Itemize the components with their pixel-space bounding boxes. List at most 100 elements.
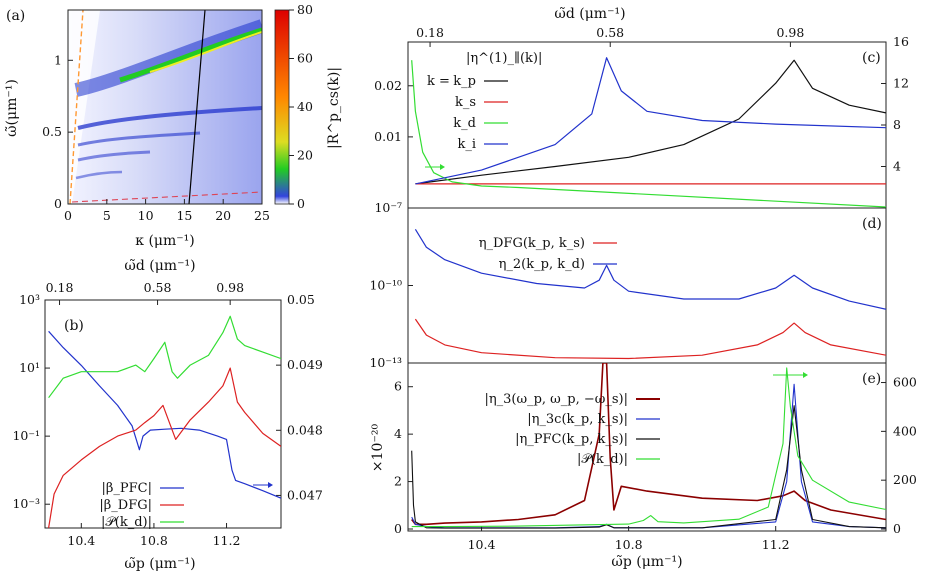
- heatmap-branch-2: [77, 106, 262, 130]
- panel-c-series-0: [415, 59, 886, 185]
- panel-c-legend-3-label: k_i: [457, 137, 476, 152]
- panel-b-series-1: [48, 367, 281, 528]
- panel-e-legend-3-label: |𝒫(k_d)|: [577, 452, 628, 467]
- panel-a-frame: [67, 9, 263, 205]
- panel-a-xtick-label: 5: [103, 208, 111, 223]
- panel-e-axes: 10.4 10.8 11.2 0 2 4 6 0 200 400 600: [394, 375, 917, 552]
- panel-b-top-xlabel: ω̃d (μm⁻¹): [124, 258, 195, 274]
- panel-b-ytick-right-label: 0.047: [287, 487, 323, 502]
- panel-a-xtick-label: 10: [138, 208, 154, 223]
- panel-e-frame: [407, 362, 887, 532]
- panel-b-ytick-right-label: 0.05: [287, 292, 315, 307]
- panel-c-ytick-right-label: 16: [893, 34, 909, 49]
- heatmap-branch-4: [77, 150, 151, 162]
- panel-c-legend-1-label: k_s: [455, 95, 476, 110]
- panel-c-top-xtick-label: 0.18: [416, 25, 444, 40]
- panel-b-series: [48, 315, 281, 528]
- heatmap-branch-upper-green: [119, 27, 262, 83]
- panel-c-ytick-left-label: 10⁻⁷: [374, 200, 402, 215]
- panel-b-legend-0-label: |β_PFC|: [102, 481, 153, 496]
- panel-b-legend-2-label: |𝒫(k_d)|: [101, 515, 152, 530]
- panel-c-series-2: [411, 60, 886, 208]
- panel-d-frame: [407, 207, 887, 364]
- panel-b-xlabel: ω̃p (μm⁻¹): [124, 556, 195, 572]
- panel-c-legend-2-label: k_d: [453, 116, 476, 131]
- panel-e: 10.4 10.8 11.2 0 2 4 6 0 200 400 600 (e) ×10⁻²⁰ ω̃…: [370, 362, 917, 570]
- panel-e-xtick-label: 11.2: [762, 537, 790, 552]
- panel-b-top-xtick-label: 0.18: [46, 280, 74, 295]
- colorbar-tick-label: 0: [297, 196, 305, 211]
- panel-b-top-xtick-label: 0.58: [144, 280, 172, 295]
- panel-e-ytick-left-label: 0: [394, 521, 402, 536]
- panel-b-xtick-label: 11.2: [213, 533, 241, 548]
- panel-e-legend-1-label: |η_3c(k_p, k_s)|: [527, 412, 628, 427]
- panel-b-ytick-left-label: 10³: [19, 292, 40, 307]
- panel-d-series-0: [414, 318, 886, 360]
- panel-e-ylabel: ×10⁻²⁰: [370, 424, 386, 473]
- panel-a-ytick-label: 1: [54, 52, 62, 67]
- panel-b-xtick-label: 10.4: [67, 533, 95, 548]
- panel-e-ytick-left-label: 4: [394, 426, 402, 441]
- panel-b-top-xtick-label: 0.98: [216, 280, 244, 295]
- heatmap-branch-upper-band: [74, 19, 262, 97]
- panel-a-xlabel: κ (μm⁻¹): [135, 233, 195, 249]
- colorbar-tick-label: 60: [297, 51, 313, 66]
- panel-e-xlabel: ω̃p (μm⁻¹): [611, 554, 682, 570]
- panel-b-ytick-left-label: 10⁻¹: [12, 428, 40, 443]
- panel-b: 10.4 10.8 11.2 0.18 0.58 0.98 10³ 10¹ 10⁻¹ 10⁻³ 0.…: [12, 258, 322, 572]
- colorbar-tick-label: 20: [297, 148, 313, 163]
- panel-e-ytick-left-label: 2: [394, 474, 402, 489]
- heatmap-black-line: [188, 10, 206, 204]
- colorbar-tick-label: 40: [297, 99, 313, 114]
- panel-b-legend-1-label: |β_DFG|: [99, 498, 152, 513]
- panel-c-arrow: [425, 164, 445, 170]
- panel-a-xtick-label: 15: [176, 208, 192, 223]
- panel-d-ytick-left-label: 10⁻¹⁰: [369, 278, 402, 293]
- panel-e-xtick-label: 10.8: [615, 537, 643, 552]
- panel-e-series: [411, 363, 886, 529]
- colorbar-label: |R^p_cs(k)|: [326, 67, 342, 149]
- panel-a: 0 5 10 15 20 25 0 0.5 1 (a) κ (μm⁻¹) ω̃(μm⁻¹) 0 2…: [4, 2, 342, 249]
- panel-d-legend-1-label: η_2(k_p, k_d): [499, 257, 585, 272]
- panel-b-ytick-right-label: 0.049: [287, 357, 323, 372]
- heatmap-branch-5: [75, 170, 123, 180]
- panel-e-legend-0-label: |η_3(ω_p, ω_p, −ω_s)|: [484, 392, 628, 407]
- heatmap-orange-dashed-line: [69, 10, 84, 204]
- panel-c-ytick-right-label: 8: [893, 117, 901, 132]
- heatmap-features: [68, 10, 262, 204]
- heatmap-branch-upper-yellow: [149, 31, 262, 73]
- panel-e-series-2: [411, 405, 886, 529]
- panel-e-ytick-right-label: 0: [893, 521, 901, 536]
- panel-e-ytick-right-label: 600: [893, 375, 917, 390]
- panel-c-legend-prefix: k =: [427, 74, 450, 89]
- panel-b-frame: [44, 299, 282, 529]
- panel-c-ytick-left-label: 0.02: [374, 78, 402, 93]
- heatmap-branch-3: [77, 131, 201, 147]
- panel-c-legend-0-label: k_p: [453, 74, 476, 89]
- panel-e-legend-2-label: |η_PFC(k_p, k_s)|: [515, 432, 628, 447]
- panel-b-arrow: [253, 482, 273, 488]
- panel-c-legend: k_p k_s k_d k_i: [453, 74, 508, 152]
- panel-a-xtick-label: 25: [254, 208, 270, 223]
- panel-c-ytick-right-label: 12: [893, 76, 909, 91]
- panel-b-ytick-left-label: 10⁻³: [12, 496, 40, 511]
- panel-c-axes: 0.18 0.58 0.98 0.02 0.01 10⁻⁷ 16 12 8 4: [374, 25, 909, 215]
- panel-c-top-xlabel: ω̃d (μm⁻¹): [554, 6, 625, 22]
- panel-c-ytick-left-label: 0.01: [374, 129, 402, 144]
- panel-c-label: (c): [862, 50, 881, 66]
- heatmap-red-dashed-line: [71, 191, 262, 203]
- colorbar: [274, 9, 290, 205]
- panel-c-top-xtick-label: 0.58: [596, 25, 624, 40]
- panel-b-ytick-left-label: 10¹: [19, 360, 40, 375]
- panel-c-series-3: [415, 57, 886, 185]
- panel-e-arrow: [773, 372, 808, 378]
- panel-d-series: [414, 228, 886, 360]
- panel-a-ytick-label: 0.5: [42, 124, 62, 139]
- panel-e-series-3: [411, 367, 886, 528]
- panel-b-xtick-label: 10.8: [140, 533, 168, 548]
- panel-b-axes: 10.4 10.8 11.2 0.18 0.58 0.98 10³ 10¹ 10⁻¹ 10⁻³ 0.…: [12, 280, 322, 548]
- panel-e-series-0: [411, 363, 886, 526]
- panel-b-series-0: [48, 330, 281, 499]
- panel-b-legend: |β_PFC| |β_DFG| |𝒫(k_d)|: [99, 481, 184, 530]
